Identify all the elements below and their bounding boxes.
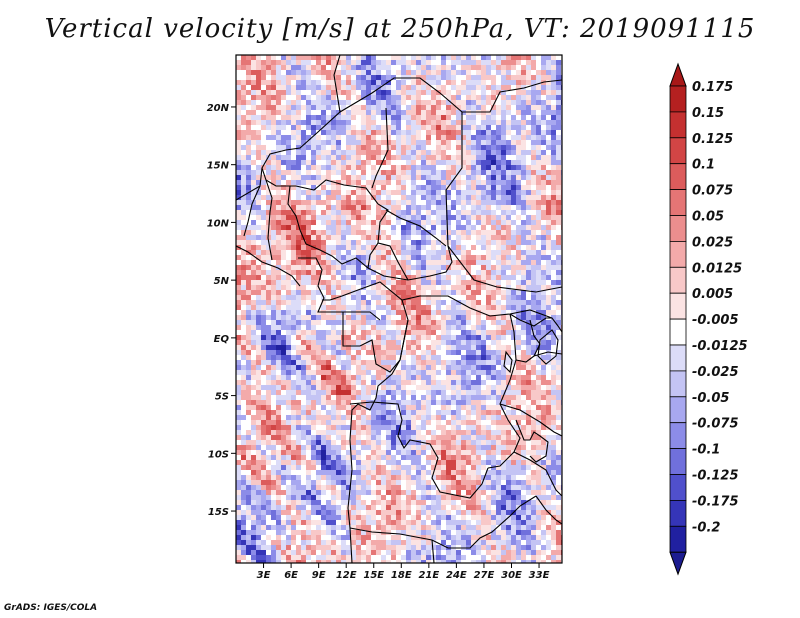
lat-tick-label: 15S (208, 507, 229, 518)
colorbar-label: 0.05 (692, 210, 724, 225)
border-line (347, 439, 353, 563)
border-line (509, 313, 562, 333)
border-line (265, 179, 273, 261)
colorbar-top-triangle (669, 62, 687, 87)
lon-tick-label: 30E (501, 570, 522, 581)
border-line (287, 185, 307, 245)
border-line (529, 319, 541, 357)
colorbar-box (669, 111, 687, 139)
border-line (236, 77, 562, 293)
lat-tick-label: 5S (215, 392, 229, 403)
border-line (236, 245, 301, 287)
colorbar-label: -0.025 (692, 365, 739, 380)
colorbar-label: 0.005 (692, 287, 733, 302)
colorbar-label: -0.125 (692, 469, 739, 484)
lon-tick-label: 12E (336, 570, 357, 581)
border-line (431, 539, 435, 563)
colorbar-box (669, 292, 687, 320)
colorbar-box (669, 499, 687, 527)
colorbar-box (669, 344, 687, 372)
border-line (503, 350, 513, 374)
colorbar-label: -0.075 (692, 417, 739, 432)
longitude-axis: 3E 6E 9E 12E 15E 18E 21E 24E 27E 30E 33E (257, 563, 550, 581)
grads-credit: GrADS: IGES/COLA (4, 603, 98, 613)
border-line (305, 243, 453, 281)
lat-tick-label: 15N (207, 161, 230, 172)
colorbar-box (669, 189, 687, 216)
lat-tick-label: 10S (208, 449, 229, 460)
border-line (462, 79, 562, 113)
colorbar-box (669, 448, 687, 475)
colorbar-label: 0.125 (692, 132, 733, 147)
colorbar-label: -0.175 (692, 494, 739, 509)
colorbar-box (669, 163, 687, 190)
colorbar-label: 0.15 (692, 106, 724, 121)
colorbar-label: 0.075 (692, 184, 733, 199)
lon-tick-label: 21E (418, 570, 439, 581)
colorbar-box (669, 240, 687, 268)
border-line (298, 257, 381, 321)
colorbar: 0.175 0.15 0.125 0.1 0.075 0.05 0.025 0.0125 0.0… (669, 62, 748, 576)
colorbar-box (669, 137, 687, 165)
border-line (333, 55, 341, 113)
colorbar-label: -0.05 (692, 391, 729, 406)
border-line (349, 319, 409, 441)
border-line (385, 209, 447, 247)
colorbar-label: -0.1 (692, 443, 720, 458)
lat-tick-label: 10N (207, 218, 230, 229)
lon-tick-label: 27E (474, 570, 495, 581)
colorbar-box (669, 370, 687, 398)
border-line (371, 107, 389, 189)
latitude-axis: 20N 15N 10N 5N EQ 5S 10S 15S (207, 103, 236, 518)
border-line (261, 167, 389, 269)
colorbar-box (669, 266, 687, 294)
velocity-field (236, 55, 562, 563)
colorbar-box (669, 396, 687, 424)
colorbar-box (669, 422, 687, 450)
colorbar-box (669, 215, 687, 242)
border-line (535, 495, 562, 525)
colorbar-box (669, 474, 687, 501)
colorbar-label: -0.005 (692, 313, 739, 328)
border-line (349, 401, 489, 499)
border-line (499, 403, 562, 437)
border-line (377, 242, 409, 281)
colorbar-label: 0.1 (692, 158, 715, 173)
lon-tick-label: 33E (529, 570, 550, 581)
colorbar-label: 0.0125 (692, 261, 742, 276)
border-line (349, 495, 537, 549)
lon-tick-label: 18E (391, 570, 412, 581)
chart-title: Vertical velocity [m/s] at 250hPa, VT: 2… (44, 14, 756, 44)
colorbar-label: -0.0125 (692, 339, 748, 354)
border-line (515, 419, 549, 463)
border-line (243, 185, 261, 237)
lat-tick-label: EQ (214, 334, 230, 345)
colorbar-label: -0.2 (692, 520, 720, 535)
lon-tick-label: 6E (284, 570, 298, 581)
colorbar-box (669, 85, 687, 113)
lat-tick-label: 5N (214, 276, 230, 287)
lat-tick-label: 20N (207, 103, 230, 114)
map-frame (235, 54, 563, 564)
lon-tick-label: 3E (257, 570, 271, 581)
colorbar-label: 0.175 (692, 80, 733, 95)
border-line (513, 451, 562, 497)
colorbar-bottom-triangle (669, 551, 687, 576)
lon-tick-label: 24E (446, 570, 467, 581)
lon-tick-label: 9E (312, 570, 326, 581)
border-line (487, 313, 521, 469)
colorbar-label: 0.025 (692, 235, 733, 250)
colorbar-box (669, 525, 687, 553)
border-line (537, 329, 559, 365)
country-borders (236, 55, 562, 563)
colorbar-box (669, 318, 687, 346)
lon-tick-label: 15E (363, 570, 384, 581)
